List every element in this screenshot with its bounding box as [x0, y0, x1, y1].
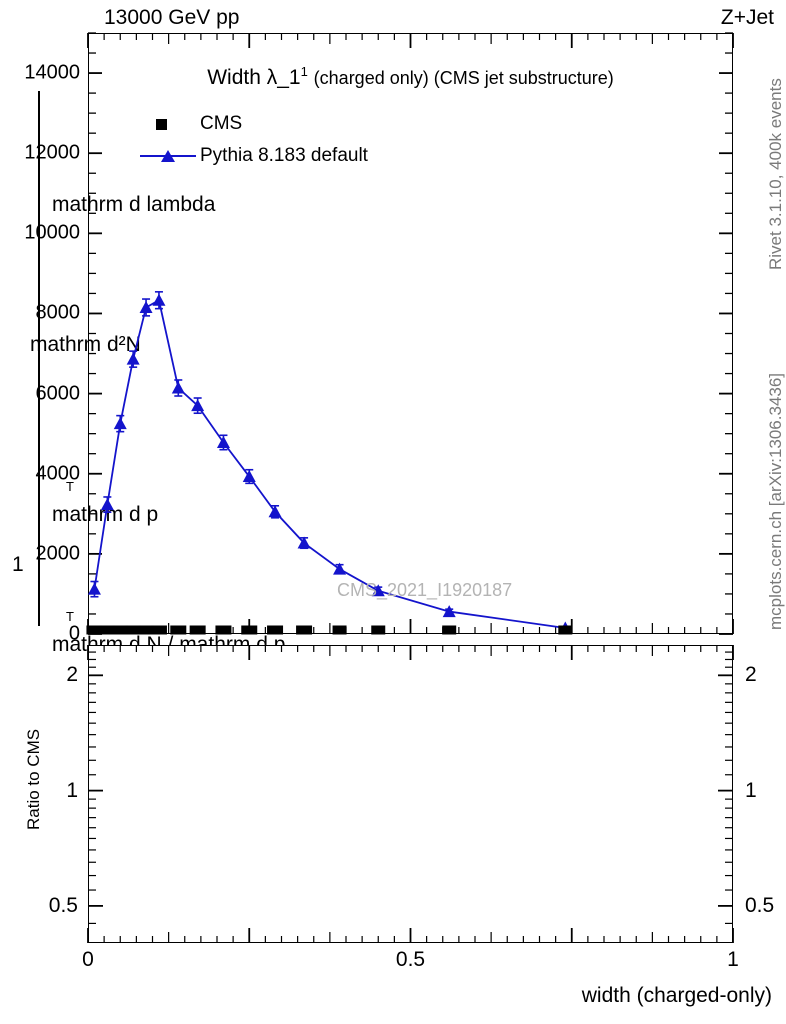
ratio-y-tick-label-right: 0.5 — [745, 893, 775, 917]
y-tick-label: 0 — [68, 622, 80, 645]
cms-data-marker — [138, 625, 155, 635]
ratio-y-tick-labels: 2 1 0.5 — [0, 645, 86, 943]
data-point — [87, 580, 101, 598]
y-tick-label: 14000 — [24, 61, 80, 84]
legend-label: Pythia 8.183 default — [200, 145, 368, 166]
main-plot-panel — [88, 33, 733, 634]
data-point — [100, 496, 114, 513]
analysis-watermark: CMS_2021_I1920187 — [337, 580, 513, 600]
x-tick-label: 0.5 — [395, 948, 426, 971]
ratio-y-tick-label: 1 — [66, 778, 78, 802]
header-beam-energy: 13000 GeV pp — [104, 6, 240, 29]
data-point — [171, 379, 185, 397]
x-tick-label: 0 — [82, 948, 94, 971]
ratio-y-tick-label: 0.5 — [48, 893, 78, 917]
ratio-y-tick-label: 2 — [66, 663, 78, 687]
data-point — [442, 605, 456, 618]
x-tick-label: 1 — [727, 948, 739, 971]
data-point — [371, 584, 385, 597]
cms-data-marker — [99, 625, 116, 635]
ratio-axis-ticks — [87, 645, 734, 943]
ratio-y-tick-label-right: 2 — [745, 663, 757, 687]
legend-label: CMS — [200, 113, 243, 134]
ratio-plot-panel — [88, 645, 733, 943]
data-point — [139, 298, 153, 317]
ratio-y-tick-label-right: 1 — [745, 778, 757, 802]
data-point — [297, 536, 311, 550]
x-axis-title: width (charged-only) — [581, 984, 772, 1007]
cms-data-marker — [112, 625, 129, 635]
cms-data-marker — [442, 625, 457, 635]
cms-data-marker — [267, 625, 284, 635]
y-axis-fraction-rule — [38, 91, 40, 626]
plot-title: Width λ_11 (charged only) (CMS jet subst… — [88, 64, 733, 90]
data-point — [126, 350, 140, 368]
plot-title-rest: (charged only) (CMS jet substructure) — [313, 68, 614, 88]
triangle-marker-icon — [161, 150, 175, 162]
data-point — [333, 562, 347, 575]
data-point — [113, 414, 127, 433]
main-data-series — [86, 291, 573, 635]
y-tick-label: 2000 — [35, 542, 81, 565]
y-tick-label: 6000 — [35, 382, 81, 405]
cms-data-marker — [189, 625, 206, 635]
data-point — [152, 291, 166, 310]
data-point — [191, 397, 205, 415]
cms-data-marker — [332, 625, 347, 635]
ratio-axis-title: Ratio to CMS — [24, 728, 43, 830]
data-point — [216, 434, 230, 451]
cms-data-marker — [558, 625, 573, 635]
data-point — [268, 504, 282, 519]
y-axis-title-subscript: T — [66, 479, 74, 494]
cms-data-marker — [215, 625, 232, 635]
cms-data-marker — [86, 625, 103, 635]
y-axis-title-subscript: T — [66, 609, 74, 624]
header-process: Z+Jet — [720, 6, 774, 29]
y-axis-title-fragment: mathrm d²N — [30, 333, 141, 356]
plot-title-lambda: λ_1 — [266, 66, 301, 89]
cms-data-marker — [170, 625, 187, 635]
x-tick-labels: 0 0.5 1 — [82, 948, 739, 978]
y-axis-title-fragment: 1 — [12, 553, 24, 576]
cms-data-marker — [125, 625, 142, 635]
cms-data-marker — [150, 625, 167, 635]
rivet-version-note: Rivet 3.1.10, 400k events — [766, 78, 785, 270]
plot-title-main: Width — [207, 66, 261, 89]
y-tick-label: 8000 — [35, 301, 81, 324]
mcplots-source-note: mcplots.cern.ch [arXiv:1306.3436] — [766, 372, 785, 630]
cms-data-marker — [241, 625, 258, 635]
plot-title-superscript: 1 — [300, 64, 308, 79]
y-tick-label: 4000 — [35, 462, 81, 485]
square-marker-icon — [156, 119, 167, 130]
cms-data-marker — [296, 625, 313, 635]
cms-data-marker — [371, 625, 386, 635]
y-axis-title-fragment: mathrm d lambda — [52, 193, 216, 216]
ratio-y-tick-labels-right: 2 1 0.5 — [737, 645, 783, 943]
data-point — [242, 468, 256, 485]
